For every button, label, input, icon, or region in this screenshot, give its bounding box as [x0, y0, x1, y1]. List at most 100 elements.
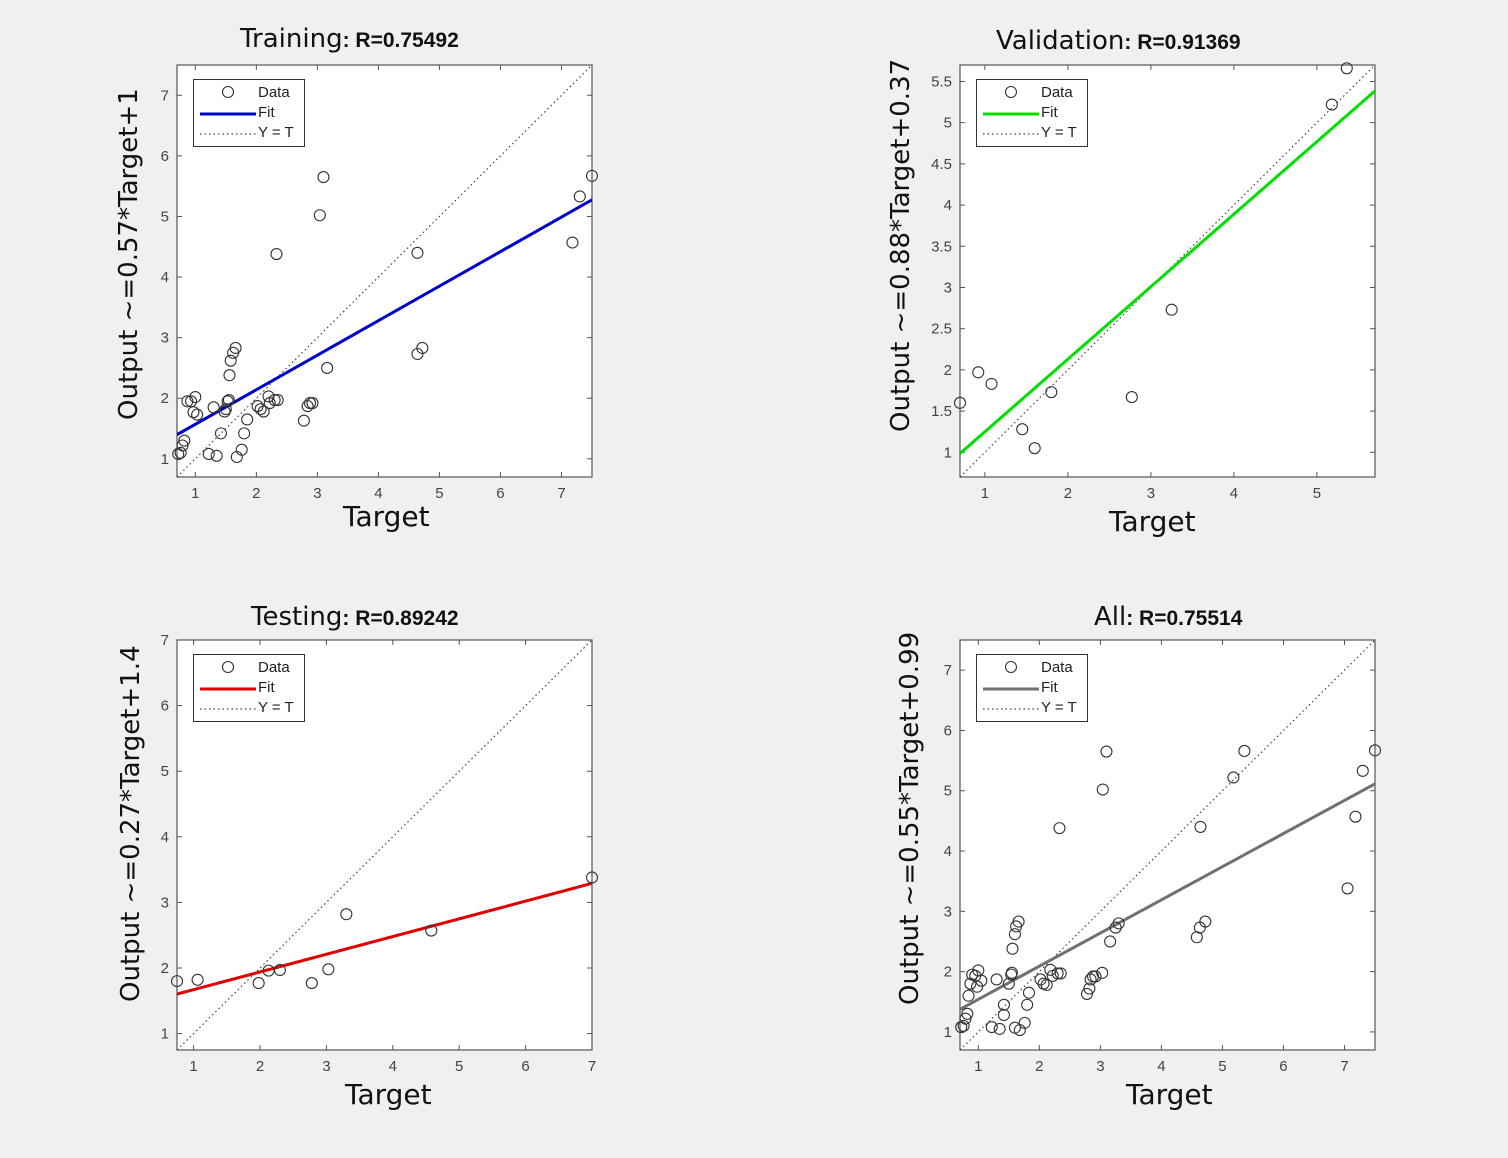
- testing-title-name: Testing: [251, 602, 343, 632]
- legend-fit-label: Fit: [258, 104, 275, 121]
- data-point: [322, 963, 335, 976]
- legend-identity-row: Y = T: [194, 698, 304, 718]
- legend-fit-label: Fit: [258, 679, 275, 696]
- x-tick-label: 3: [1096, 1058, 1104, 1075]
- legend-identity-symbol: [983, 123, 1039, 143]
- data-point: [181, 395, 194, 408]
- x-tick-label: 3: [1147, 485, 1155, 502]
- x-tick-label: 1: [981, 485, 989, 502]
- y-tick-label: 5: [944, 783, 952, 800]
- legend-identity-label: Y = T: [258, 699, 294, 716]
- data-point: [411, 246, 424, 259]
- data-point: [1006, 942, 1019, 955]
- data-point: [1125, 391, 1138, 404]
- data-point: [229, 341, 242, 354]
- legend-identity-symbol: [200, 123, 256, 143]
- data-point: [235, 443, 248, 456]
- all-title-name: All: [1094, 602, 1127, 632]
- data-point: [305, 977, 318, 990]
- y-tick-label: 4: [944, 197, 952, 214]
- data-point: [1341, 882, 1354, 895]
- y-tick-label: 1: [161, 451, 169, 468]
- data-point: [241, 413, 254, 426]
- plot-area: [960, 65, 1375, 477]
- data-point: [1028, 442, 1041, 455]
- data-point: [306, 397, 319, 410]
- validation-ylabel: Output ~=0.88*Target+0.37: [886, 58, 916, 432]
- training-legend: Data Fit Y = T: [193, 79, 305, 147]
- y-tick-label: 2: [161, 390, 169, 407]
- y-tick-label: 3.5: [931, 238, 952, 255]
- all-r-value: : R=0.75514: [1126, 607, 1243, 630]
- y-tick-label: 5: [161, 208, 169, 225]
- data-point: [189, 390, 202, 404]
- all-legend: Data Fit Y = T: [976, 654, 1088, 722]
- y-tick-label: 5.5: [931, 73, 952, 90]
- legend-identity-label: Y = T: [258, 124, 294, 141]
- data-point: [1018, 1016, 1031, 1029]
- validation-title-name: Validation: [996, 26, 1125, 56]
- data-point: [271, 394, 284, 407]
- x-tick-label: 2: [1035, 1058, 1043, 1075]
- data-point: [1199, 915, 1212, 928]
- data-point: [971, 980, 984, 993]
- y-tick-label: 7: [944, 662, 952, 679]
- testing-xlabel: Target: [345, 1078, 432, 1111]
- data-point: [566, 236, 579, 249]
- training-title-name: Training: [240, 24, 343, 54]
- data-point: [187, 406, 200, 419]
- x-tick-label: 2: [252, 485, 260, 502]
- data-point: [585, 169, 599, 182]
- y-tick-label: 2: [161, 960, 169, 977]
- plot-area: [960, 640, 1375, 1050]
- legend-fit-symbol: [200, 103, 256, 123]
- data-point: [1194, 820, 1207, 833]
- data-point: [985, 1021, 998, 1034]
- legend-data-label: Data: [258, 659, 290, 676]
- data-point: [191, 973, 204, 986]
- data-point: [985, 377, 998, 390]
- data-point: [252, 977, 265, 990]
- testing-r-value: : R=0.89242: [342, 607, 459, 630]
- y-tick-label: 4: [944, 843, 952, 860]
- data-point: [317, 171, 330, 184]
- data-point: [416, 341, 429, 354]
- plot-area: [177, 65, 592, 477]
- y-tick-label: 6: [944, 722, 952, 739]
- data-point: [585, 871, 599, 884]
- legend-fit-label: Fit: [1041, 104, 1058, 121]
- y-tick-label: 1: [944, 444, 952, 461]
- all-title: All: R=0.75514: [1094, 602, 1242, 632]
- validation-xlabel: Target: [1109, 505, 1196, 538]
- training-xlabel: Target: [343, 500, 430, 533]
- legend-fit-symbol: [200, 678, 256, 698]
- data-point: [1165, 303, 1178, 316]
- data-point: [254, 403, 267, 416]
- data-point: [268, 394, 281, 407]
- data-point: [170, 975, 184, 988]
- data-point: [1083, 982, 1096, 995]
- data-point: [297, 414, 310, 427]
- data-point: [1325, 98, 1338, 111]
- data-point: [1044, 963, 1057, 976]
- legend-identity-symbol: [200, 698, 256, 718]
- plot-area: [177, 640, 592, 1050]
- data-point: [1100, 745, 1113, 758]
- data-point: [224, 354, 237, 367]
- legend-data-symbol: [983, 83, 1039, 103]
- data-point: [270, 247, 283, 261]
- data-point: [174, 446, 187, 459]
- y-tick-label: 2: [944, 362, 952, 379]
- data-point: [1012, 915, 1025, 928]
- data-point: [411, 347, 424, 361]
- data-point: [222, 394, 235, 407]
- data-point: [997, 1008, 1010, 1022]
- y-tick-label: 4: [161, 269, 169, 286]
- data-point: [219, 403, 232, 416]
- y-tick-label: 6: [161, 148, 169, 165]
- y-tick-label: 1: [161, 1026, 169, 1043]
- legend-data-row: Data: [194, 658, 304, 678]
- fit-line: [960, 89, 1375, 455]
- data-point: [1008, 928, 1021, 941]
- identity-line: [960, 640, 1375, 1050]
